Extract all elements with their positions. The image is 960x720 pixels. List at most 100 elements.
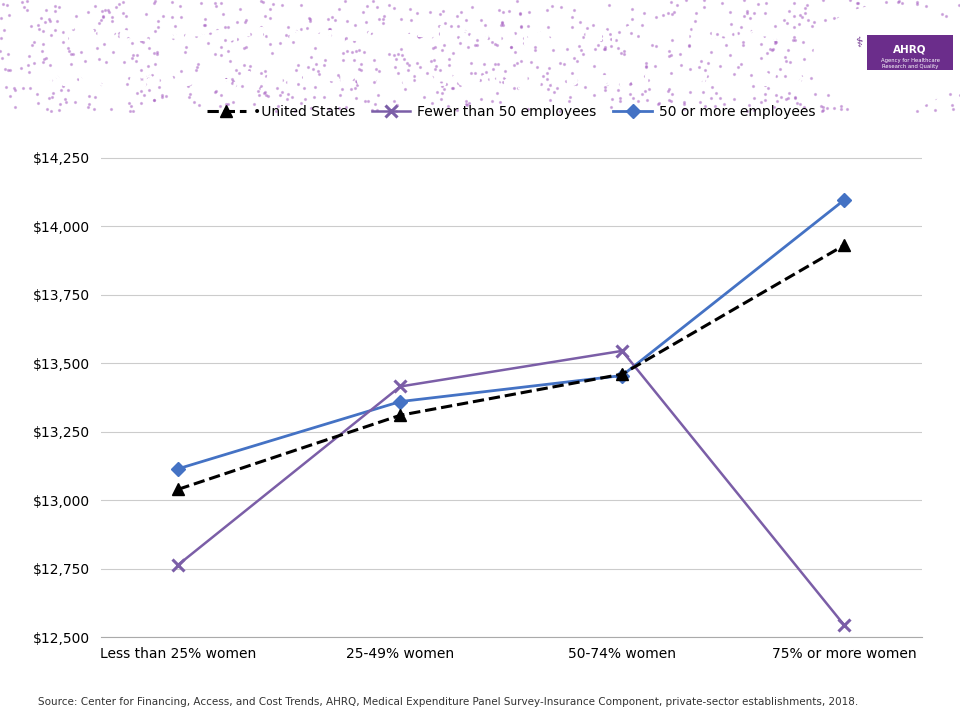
Point	[370, 75, 385, 86]
Point	[575, 32, 590, 43]
Point	[536, 71, 551, 82]
Point	[619, 19, 635, 31]
Point	[263, 4, 278, 15]
Point	[943, 88, 958, 99]
Point	[828, 63, 844, 74]
Point	[696, 74, 711, 86]
Point	[331, 102, 347, 113]
Point	[291, 78, 306, 90]
Point	[242, 60, 257, 71]
Point	[241, 64, 256, 76]
Point	[635, 88, 650, 99]
Point	[60, 84, 76, 96]
Point	[648, 12, 663, 23]
Point	[135, 73, 151, 85]
Point	[480, 32, 495, 43]
Point	[450, 10, 466, 22]
Point	[913, 67, 928, 78]
Point	[599, 78, 614, 90]
Point	[714, 0, 730, 9]
Point	[882, 45, 898, 57]
Point	[577, 28, 592, 40]
Point	[797, 53, 812, 65]
Point	[862, 63, 877, 75]
Point	[683, 63, 698, 74]
Point	[303, 51, 319, 63]
Point	[47, 1, 62, 12]
Point	[213, 0, 228, 9]
Point	[553, 57, 568, 68]
Point	[544, 0, 560, 12]
Point	[442, 53, 457, 64]
Point	[14, 0, 30, 8]
Point	[494, 17, 510, 29]
Point	[360, 0, 375, 12]
Point	[435, 5, 450, 17]
Point	[663, 49, 679, 60]
Point	[940, 74, 955, 86]
Point	[133, 98, 149, 109]
Point	[768, 70, 783, 81]
Point	[704, 47, 719, 58]
Point	[333, 71, 348, 83]
Point	[450, 77, 466, 89]
Point	[0, 0, 14, 11]
Point	[41, 92, 57, 104]
Point	[30, 89, 45, 100]
Point	[661, 84, 677, 95]
Point	[564, 12, 580, 23]
Point	[688, 7, 704, 19]
Point	[513, 55, 528, 67]
Point	[298, 93, 313, 104]
Point	[562, 96, 577, 107]
Point	[139, 71, 155, 83]
Point	[432, 64, 447, 76]
Point	[844, 37, 859, 48]
Point	[568, 74, 584, 86]
Point	[751, 0, 766, 10]
Point	[255, 0, 271, 8]
Point	[348, 92, 364, 104]
Point	[105, 15, 120, 27]
Point	[762, 42, 778, 54]
Point	[454, 6, 469, 18]
Point	[474, 68, 490, 80]
Point	[568, 78, 584, 89]
Point	[865, 76, 880, 87]
Point	[593, 35, 609, 46]
Point	[180, 81, 196, 92]
Point	[442, 60, 457, 71]
Point	[111, 31, 127, 42]
Point	[945, 99, 960, 111]
Point	[322, 30, 337, 41]
Point	[317, 91, 332, 102]
Point	[799, 0, 814, 11]
Point	[253, 81, 269, 92]
Point	[866, 46, 881, 58]
Point	[786, 0, 802, 9]
Point	[824, 50, 839, 61]
Point	[491, 58, 506, 70]
Point	[351, 44, 367, 55]
Point	[133, 35, 149, 47]
Point	[865, 12, 880, 23]
Point	[122, 105, 137, 117]
Point	[833, 72, 849, 84]
Point	[512, 7, 527, 19]
Point	[887, 1, 902, 12]
Point	[746, 92, 761, 104]
Point	[691, 61, 707, 73]
Point	[787, 35, 803, 46]
Point	[919, 99, 934, 111]
Point	[597, 43, 612, 55]
Point	[208, 86, 224, 97]
Point	[780, 6, 796, 17]
Point	[135, 37, 151, 48]
Point	[461, 98, 476, 109]
Point	[400, 27, 416, 38]
Point	[520, 20, 536, 32]
Point	[358, 17, 373, 28]
Point	[768, 89, 783, 101]
Point	[321, 13, 336, 24]
Point	[452, 37, 468, 49]
